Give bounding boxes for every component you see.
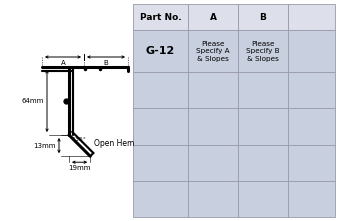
Bar <box>133 30 188 72</box>
Bar <box>133 72 188 108</box>
Bar <box>288 108 335 145</box>
Bar <box>288 145 335 181</box>
Bar <box>133 108 188 145</box>
Bar <box>238 4 288 30</box>
Bar <box>288 4 335 30</box>
Bar <box>288 30 335 72</box>
Bar <box>188 30 238 72</box>
Text: Please
Specify A
& Slopes: Please Specify A & Slopes <box>196 40 230 61</box>
Text: 135°: 135° <box>71 137 86 142</box>
Bar <box>238 108 288 145</box>
Text: 13mm: 13mm <box>34 143 56 149</box>
Text: 64mm: 64mm <box>22 98 44 104</box>
Bar <box>188 108 238 145</box>
Bar <box>238 72 288 108</box>
Bar <box>133 145 188 181</box>
Text: G-12: G-12 <box>146 46 175 56</box>
Bar <box>238 181 288 217</box>
Bar <box>188 145 238 181</box>
Bar <box>188 4 238 30</box>
Bar <box>288 181 335 217</box>
Bar <box>133 4 188 30</box>
Bar <box>133 181 188 217</box>
Bar <box>238 30 288 72</box>
Text: B: B <box>259 13 267 21</box>
Text: Open Hem: Open Hem <box>94 139 135 148</box>
Text: B: B <box>104 60 108 66</box>
Text: A: A <box>209 13 217 21</box>
Bar <box>288 72 335 108</box>
Text: Part No.: Part No. <box>140 13 181 21</box>
Bar <box>188 72 238 108</box>
Bar <box>188 181 238 217</box>
Text: 19mm: 19mm <box>68 165 91 171</box>
Text: A: A <box>61 60 65 66</box>
Bar <box>238 145 288 181</box>
Text: Please
Specify B
& Slopes: Please Specify B & Slopes <box>246 40 280 61</box>
